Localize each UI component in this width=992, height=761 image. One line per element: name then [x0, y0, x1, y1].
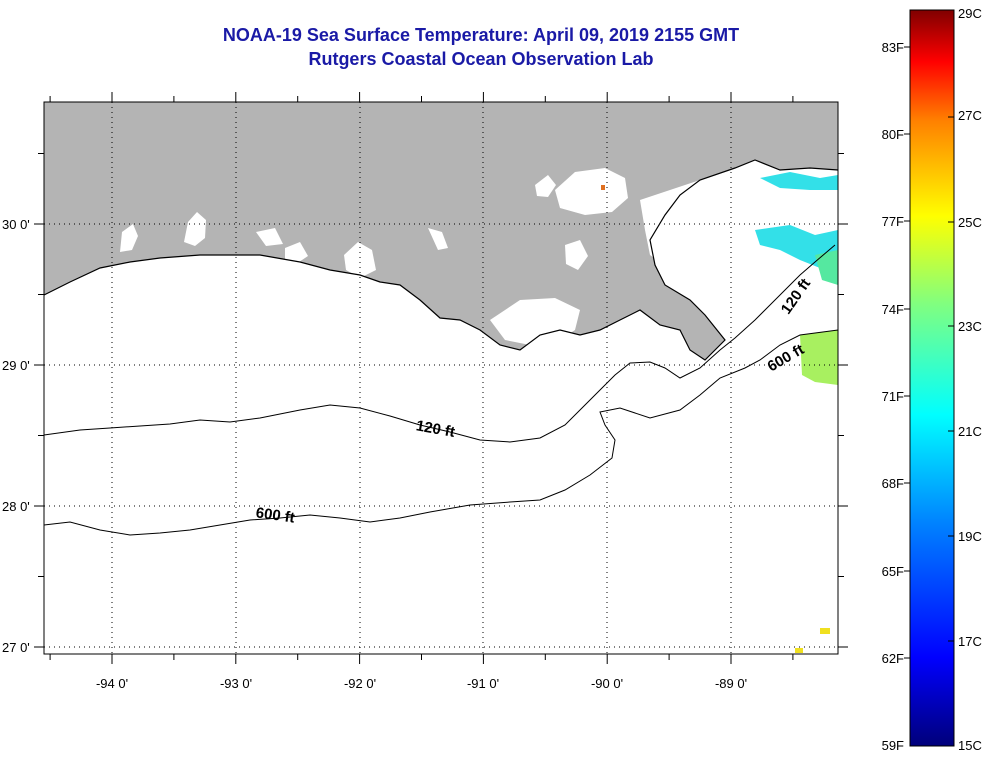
lake: [428, 228, 448, 250]
colorbar-c-label: 15C: [958, 738, 982, 753]
sst-pixel: [601, 185, 605, 190]
colorbar-f-label: 68F: [882, 476, 904, 491]
lake: [535, 175, 556, 197]
lake: [285, 242, 308, 264]
colorbar-f-label: 71F: [882, 389, 904, 404]
colorbar-ticks: [904, 46, 954, 659]
colorbar-f-label: 65F: [882, 564, 904, 579]
colorbar-f-label: 80F: [882, 127, 904, 142]
map-title: NOAA-19 Sea Surface Temperature: April 0…: [222, 25, 740, 45]
colorbar-c-label: 29C: [958, 6, 982, 21]
lon-label: -93 0': [220, 676, 252, 691]
lon-label: -92 0': [344, 676, 376, 691]
lake: [184, 212, 206, 246]
graticule: [44, 102, 838, 654]
colorbar-c-label: 19C: [958, 529, 982, 544]
contour-label: 120 ft: [415, 417, 457, 441]
lat-label: 28 0': [2, 499, 30, 514]
colorbar-f-label: 59F: [882, 738, 904, 753]
colorbar-c-label: 17C: [958, 634, 982, 649]
contour-label: 600 ft: [255, 504, 296, 526]
lat-label: 27 0': [2, 640, 30, 655]
lat-label: 29 0': [2, 358, 30, 373]
sst-patch-cyan: [760, 172, 838, 190]
lake: [565, 240, 588, 270]
land-mass: [44, 102, 838, 360]
contour-600ft: [44, 329, 838, 536]
contour-120ft: [44, 244, 836, 443]
sst-pixel: [820, 628, 830, 634]
colorbar-c-label: 27C: [958, 108, 982, 123]
marsh-water: [640, 180, 720, 270]
colorbar-f-label: 74F: [882, 302, 904, 317]
map-subtitle: Rutgers Coastal Ocean Observation Lab: [308, 49, 654, 69]
colorbar-f-label: 77F: [882, 214, 904, 229]
lon-label: -89 0': [715, 676, 747, 691]
colorbar: [909, 9, 955, 747]
map-frame: [43, 101, 839, 655]
coastline: [44, 159, 838, 361]
lake: [256, 228, 283, 246]
sst-pixel: [795, 648, 803, 653]
axis-ticks: [34, 92, 848, 664]
colorbar-c-label: 23C: [958, 319, 982, 334]
lake-pontchartrain: [555, 168, 628, 215]
colorbar-c-label: 21C: [958, 424, 982, 439]
lake: [120, 224, 138, 252]
lon-label: -94 0': [96, 676, 128, 691]
lon-label: -90 0': [591, 676, 623, 691]
lake: [344, 242, 376, 278]
colorbar-f-label: 83F: [882, 40, 904, 55]
lon-label: -91 0': [467, 676, 499, 691]
colorbar-c-label: 25C: [958, 215, 982, 230]
sst-patch-green: [815, 250, 838, 285]
lat-label: 30 0': [2, 217, 30, 232]
marsh-water: [490, 298, 580, 345]
colorbar-f-label: 62F: [882, 651, 904, 666]
sst-patch-green: [800, 330, 838, 385]
